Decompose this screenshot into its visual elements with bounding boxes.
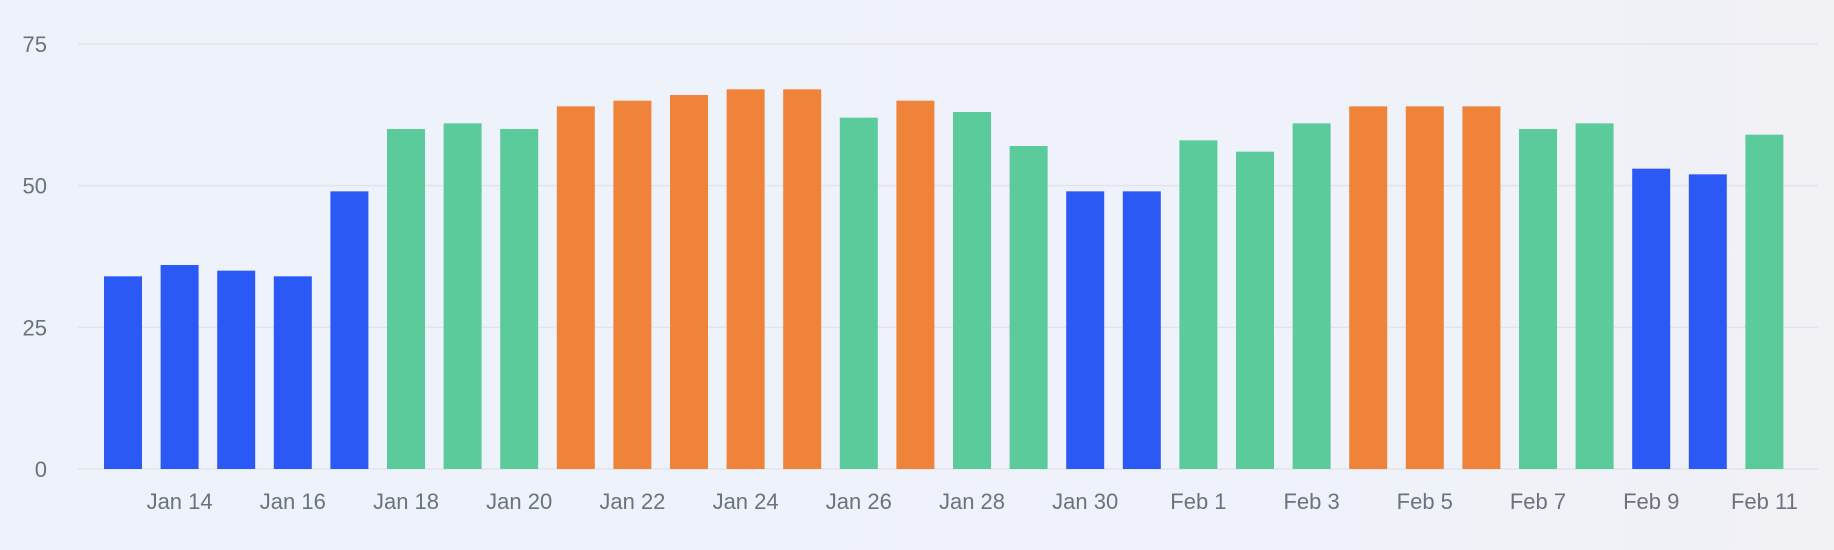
bar-jan-25[interactable] [783,89,822,469]
bar-feb-1[interactable] [1179,140,1218,470]
bar-jan-23[interactable] [670,95,708,469]
bar-jan-21[interactable] [556,106,595,469]
x-tick-label: Jan 16 [260,489,326,514]
y-axis-ticks: 0 25 50 75 [23,32,47,482]
bars [104,89,1784,470]
bar-feb-5[interactable] [1405,106,1444,469]
x-tick-label: Jan 28 [939,489,1005,514]
x-tick-label: Jan 18 [373,489,439,514]
bar-jan-20[interactable] [500,129,539,469]
x-tick-label: Feb 5 [1397,489,1453,514]
bar-feb-7[interactable] [1519,129,1557,469]
x-tick-label: Jan 30 [1052,489,1118,514]
y-tick-label: 25 [23,315,47,340]
bar-jan-24[interactable] [726,89,765,469]
y-tick-label: 0 [35,457,47,482]
y-tick-label: 75 [23,32,47,57]
x-tick-label: Jan 22 [599,489,665,514]
bar-feb-9[interactable] [1632,168,1671,469]
bar-jan-26[interactable] [839,117,878,470]
bar-jan-18[interactable] [387,129,425,469]
bar-feb-6[interactable] [1462,106,1501,469]
bar-jan-28[interactable] [953,112,991,469]
x-tick-label: Jan 14 [147,489,213,514]
bar-jan-19[interactable] [443,123,482,469]
bar-feb-10[interactable] [1688,174,1727,470]
bar-jan-16[interactable] [273,276,312,469]
bar-jan-30[interactable] [1066,191,1105,470]
bar-feb-8[interactable] [1575,123,1614,469]
x-tick-label: Feb 11 [1731,489,1798,514]
bar-jan-31[interactable] [1122,191,1161,470]
x-tick-label: Jan 24 [713,489,779,514]
bar-jan-29[interactable] [1009,146,1048,469]
bar-feb-4[interactable] [1349,106,1388,469]
bar-jan-15[interactable] [217,270,256,469]
y-tick-label: 50 [23,174,47,199]
bar-feb-2[interactable] [1236,151,1274,469]
x-axis-ticks: Jan 14 Jan 16 Jan 18 Jan 20 Jan 22 Jan 24 Jan … [147,489,1798,514]
bar-jan-27[interactable] [896,100,935,470]
x-tick-label: Jan 20 [486,489,552,514]
x-tick-label: Feb 7 [1510,489,1566,514]
bar-feb-11[interactable] [1745,134,1784,469]
x-tick-label: Jan 26 [826,489,892,514]
x-tick-label: Feb 9 [1623,489,1679,514]
x-tick-label: Feb 3 [1283,489,1339,514]
bar-jan-13[interactable] [104,276,142,469]
bar-feb-3[interactable] [1292,123,1331,469]
x-tick-label: Feb 1 [1170,489,1226,514]
bar-jan-14[interactable] [160,265,199,469]
bar-jan-17[interactable] [330,191,369,470]
bar-jan-22[interactable] [613,100,652,470]
